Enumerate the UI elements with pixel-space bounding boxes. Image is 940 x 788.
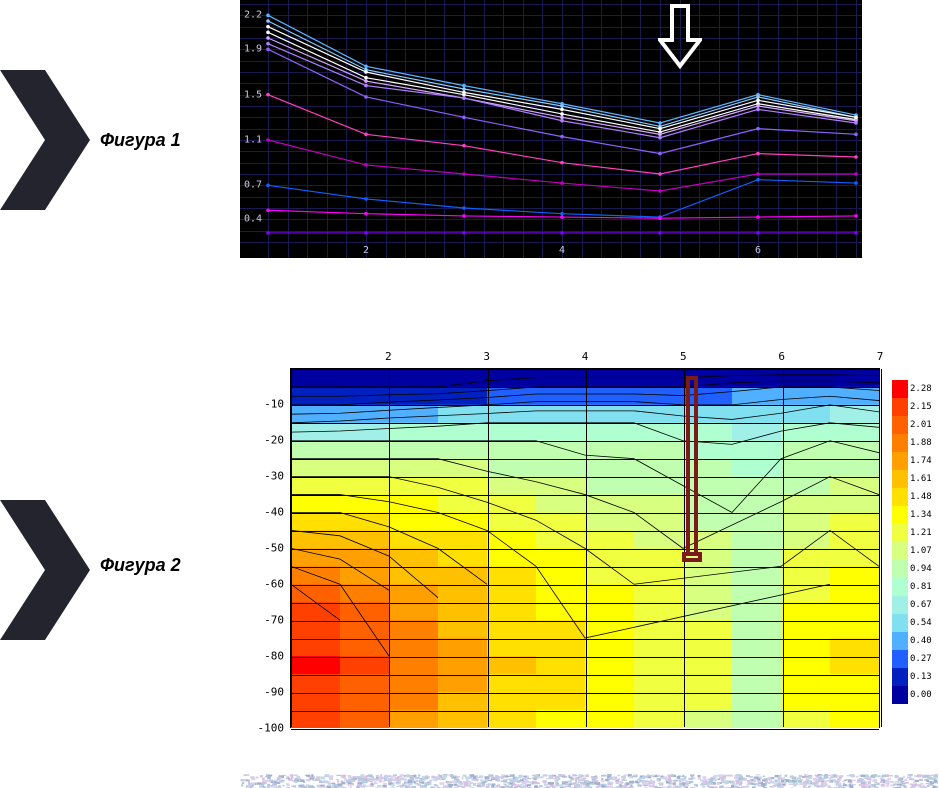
legend-item: 0.94	[892, 560, 940, 578]
down-arrow-icon	[658, 4, 702, 70]
color-legend: 2.282.152.011.881.741.611.481.341.211.07…	[892, 380, 940, 704]
legend-item: 1.61	[892, 470, 940, 488]
y-tick-label: -100	[254, 722, 284, 735]
x-tick-label: 2	[385, 350, 392, 363]
legend-item: 0.67	[892, 596, 940, 614]
y-tick-label: -20	[254, 434, 284, 447]
legend-item: 2.28	[892, 380, 940, 398]
legend-item: 1.48	[892, 488, 940, 506]
contour-heatmap-figure2: 2 3 4 5 6 7 -10 -20 -30 -40 -50 -60 -70 -80 -90 -100 2…	[240, 350, 940, 750]
x-tick-label: 6	[778, 350, 785, 363]
legend-item: 0.00	[892, 686, 940, 704]
x-tick-label: 5	[680, 350, 687, 363]
x-tick-label: 3	[483, 350, 490, 363]
legend-item: 1.74	[892, 452, 940, 470]
y-tick-label: -30	[254, 470, 284, 483]
line-chart-figure1: 0.40.71.11.51.92.2246	[240, 0, 862, 258]
x-tick-label: 4	[582, 350, 589, 363]
legend-item: 0.81	[892, 578, 940, 596]
section-arrow-2	[0, 500, 90, 640]
legend-item: 1.34	[892, 506, 940, 524]
legend-item: 1.07	[892, 542, 940, 560]
y-tick-label: -40	[254, 506, 284, 519]
legend-item: 1.88	[892, 434, 940, 452]
chevron-arrow-icon	[0, 70, 90, 210]
y-tick-label: -80	[254, 650, 284, 663]
legend-item: 1.21	[892, 524, 940, 542]
section-arrow-1	[0, 70, 90, 210]
anomaly-marker	[686, 376, 698, 556]
y-tick-label: -10	[254, 398, 284, 411]
y-tick-label: -50	[254, 542, 284, 555]
legend-item: 0.27	[892, 650, 940, 668]
y-tick-label: -90	[254, 686, 284, 699]
figure1-label: Фигура 1	[100, 130, 181, 151]
legend-item: 2.15	[892, 398, 940, 416]
y-tick-label: -70	[254, 614, 284, 627]
legend-item: 2.01	[892, 416, 940, 434]
legend-item: 0.54	[892, 614, 940, 632]
legend-item: 0.13	[892, 668, 940, 686]
legend-item: 0.40	[892, 632, 940, 650]
x-tick-label: 7	[877, 350, 884, 363]
figure2-label: Фигура 2	[100, 555, 181, 576]
noise-strip	[240, 774, 938, 788]
chevron-arrow-icon	[0, 500, 90, 640]
y-tick-label: -60	[254, 578, 284, 591]
